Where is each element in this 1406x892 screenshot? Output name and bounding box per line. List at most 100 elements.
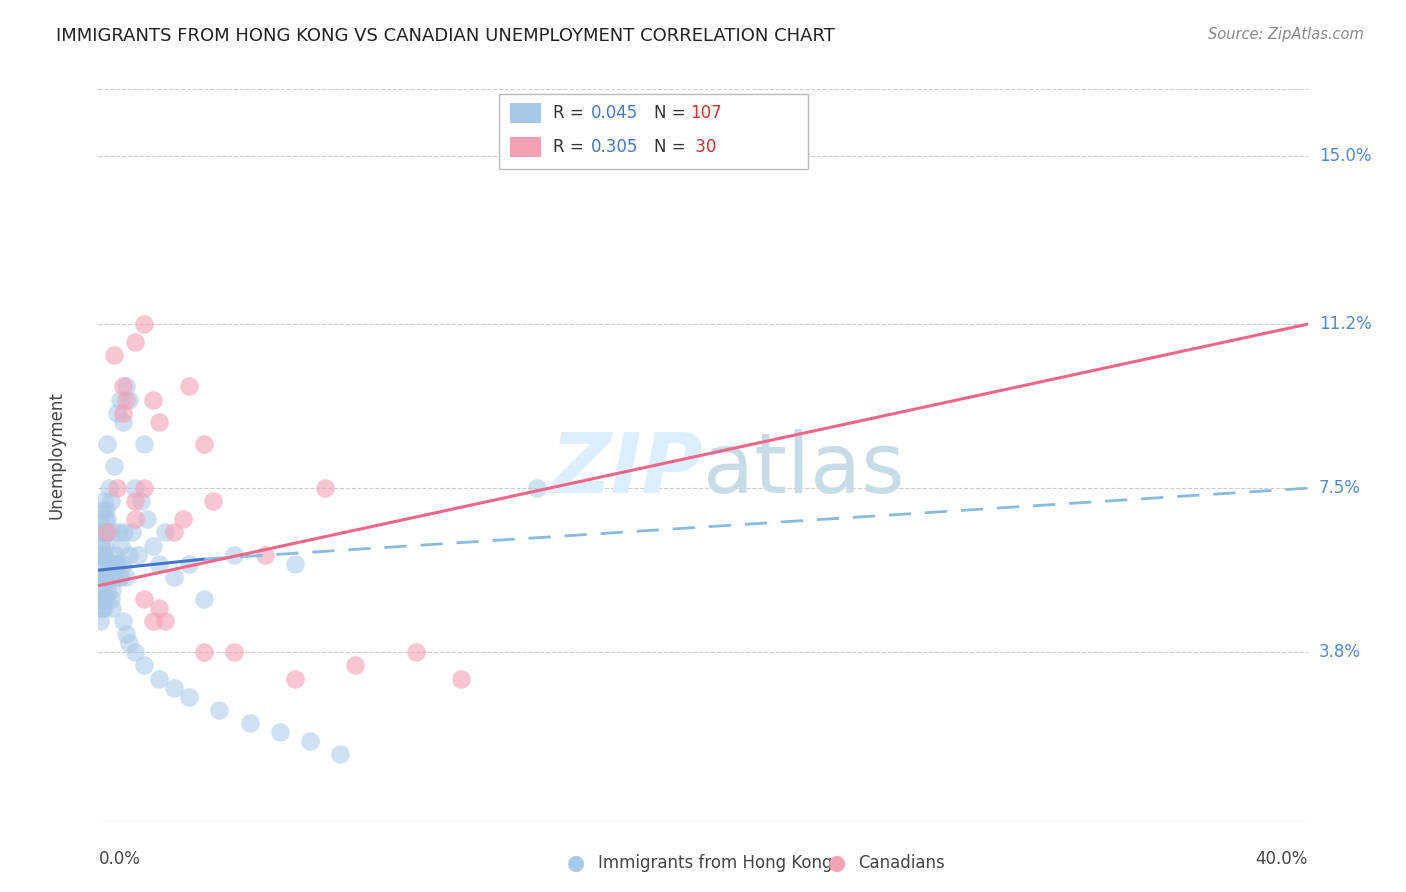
Point [90,592,112,607]
Point [179,379,201,393]
Point [114,627,136,641]
Point [94,512,117,526]
Point [148,557,170,571]
Point [91,583,114,598]
Point [526,481,548,495]
Point [94,539,117,553]
Point [91,600,114,615]
Point [101,525,124,540]
Point [98,570,121,584]
Point [89,525,111,540]
Point [142,539,165,553]
Text: 11.2%: 11.2% [1319,315,1371,333]
Point [148,415,170,429]
Point [96,437,118,451]
Point [103,557,125,571]
Point [91,570,114,584]
Point [93,525,115,540]
Point [111,557,134,571]
Point [89,525,111,540]
Point [93,592,115,607]
Text: R =: R = [553,138,589,156]
Point [98,481,121,495]
Point [105,557,128,571]
Point [114,379,136,393]
Point [114,392,136,407]
Text: Unemployment: Unemployment [46,391,65,519]
Point [284,557,307,571]
Point [96,525,118,540]
Point [284,672,307,686]
Point [153,525,176,540]
Point [132,437,155,451]
Point [98,557,121,571]
Point [96,512,118,526]
Point [118,636,141,650]
Point [193,437,215,451]
Point [135,512,157,526]
Point [104,548,127,562]
Text: 107: 107 [690,104,721,122]
Point [103,458,125,473]
Text: atlas: atlas [703,429,904,510]
Point [129,494,152,508]
Point [93,570,115,584]
Point [91,548,114,562]
Point [163,570,186,584]
Text: 0.0%: 0.0% [98,850,141,868]
Point [108,570,131,584]
Point [105,557,128,571]
Text: Canadians: Canadians [858,855,945,872]
Text: N =: N = [654,104,690,122]
Text: 30: 30 [690,138,717,156]
Point [90,539,112,553]
Point [103,348,125,362]
Point [405,645,427,659]
Point [299,734,322,748]
Text: 0.305: 0.305 [591,138,638,156]
Point [93,570,115,584]
Point [344,658,367,673]
Text: Source: ZipAtlas.com: Source: ZipAtlas.com [1208,27,1364,42]
Point [100,494,122,508]
Point [94,570,117,584]
Point [94,503,117,517]
Point [90,548,112,562]
Point [96,570,118,584]
Point [89,614,111,628]
Point [253,548,276,562]
Point [124,645,146,659]
Point [163,681,186,695]
Point [93,525,115,540]
Point [172,512,194,526]
Text: 0.045: 0.045 [591,104,638,122]
Point [101,600,124,615]
Point [108,392,131,407]
Text: 15.0%: 15.0% [1319,146,1371,165]
Text: 7.5%: 7.5% [1319,479,1361,497]
Point [103,570,125,584]
Point [118,392,141,407]
Point [132,317,155,331]
Point [90,600,112,615]
Point [193,592,215,607]
Text: N =: N = [654,138,690,156]
Point [101,583,124,598]
Point [91,557,114,571]
Point [142,614,165,628]
Point [94,592,117,607]
Point [124,494,146,508]
Point [224,548,246,562]
Text: R =: R = [553,104,589,122]
Point [90,570,112,584]
Text: IMMIGRANTS FROM HONG KONG VS CANADIAN UNEMPLOYMENT CORRELATION CHART: IMMIGRANTS FROM HONG KONG VS CANADIAN UN… [56,27,835,45]
Point [239,716,262,731]
Point [148,600,170,615]
Point [93,494,115,508]
Point [132,658,155,673]
Point [105,406,128,420]
Point [132,481,155,495]
Point [224,645,246,659]
Point [450,672,472,686]
Point [91,548,114,562]
